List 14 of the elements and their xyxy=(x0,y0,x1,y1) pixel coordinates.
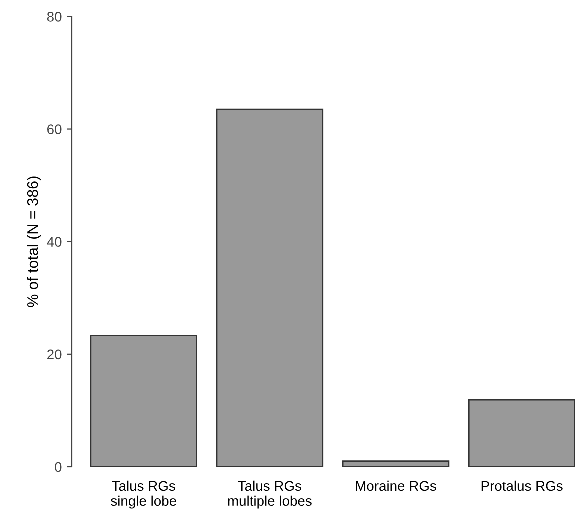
x-tick-label: Talus RGs multiple lobes xyxy=(228,480,312,509)
y-tick-label: 80 xyxy=(47,12,62,22)
y-tick-label: 40 xyxy=(47,237,62,248)
y-tick-label: 0 xyxy=(55,462,62,472)
x-tick-label: Protalus RGs xyxy=(482,480,563,492)
y-tick-label: 60 xyxy=(48,124,62,134)
x-tick-label: Moraine RGs xyxy=(356,480,436,492)
y-tick-label: 20 xyxy=(48,350,62,360)
x-tick-label: Talus RGs single lobe xyxy=(111,480,176,509)
bar xyxy=(216,108,324,467)
bar xyxy=(468,399,575,467)
bar xyxy=(342,460,450,467)
y-axis-title: % of total (N = 386) xyxy=(27,176,42,308)
bar xyxy=(90,335,198,467)
